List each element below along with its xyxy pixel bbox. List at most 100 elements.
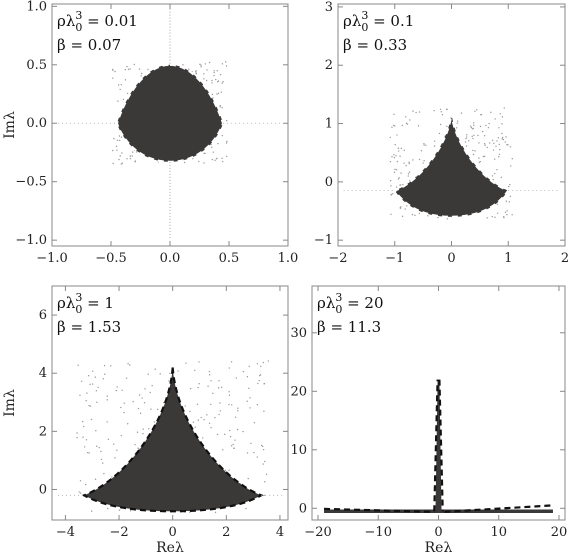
eigenvalue-point <box>496 140 498 142</box>
eigenvalue-point <box>267 360 269 362</box>
eigenvalue-point <box>498 143 500 146</box>
eigenvalue-point <box>229 429 231 432</box>
eigenvalue-point <box>134 443 136 446</box>
eigenvalue-point <box>116 449 118 451</box>
eigenvalue-point <box>95 430 97 432</box>
eigenvalue-point <box>231 404 233 406</box>
eigenvalue-point <box>96 445 98 447</box>
eigenvalue-point <box>143 402 146 404</box>
eigenvalue-point <box>497 137 500 139</box>
eigenvalue-point <box>472 149 474 152</box>
eigenvalue-point <box>398 177 400 179</box>
eigenvalue-point <box>82 436 84 438</box>
x-tick-label: 0 <box>447 251 455 266</box>
eigenvalue-point <box>118 135 121 137</box>
annotation-density: ρλ3 0 = 20 <box>317 291 384 316</box>
eigenvalue-point <box>406 123 409 125</box>
y-tick-label: 1 <box>325 117 333 132</box>
eigenvalue-point <box>264 481 266 483</box>
eigenvalue-point <box>82 425 85 428</box>
eigenvalue-point <box>466 134 468 136</box>
eigenvalue-point <box>147 428 150 430</box>
y-tick-label: −1.0 <box>15 233 47 248</box>
eigenvalue-point <box>492 149 495 151</box>
eigenvalue-point <box>412 159 414 161</box>
eigenvalue-point <box>118 509 121 511</box>
eigenvalue-point <box>216 93 218 95</box>
eigenvalue-point <box>498 127 500 129</box>
eigenvalue-point <box>82 420 84 423</box>
eigenvalue-point <box>147 68 149 71</box>
eigenvalue-point <box>168 380 170 382</box>
eigenvalue-point <box>140 75 142 77</box>
eigenvalue-point <box>494 118 496 120</box>
eigenvalue-point <box>257 382 259 385</box>
eigenvalue-point <box>473 124 475 127</box>
annotation-beta: β = 1.53 <box>57 318 121 336</box>
eigenvalue-point <box>214 159 216 162</box>
eigenvalue-point <box>138 68 141 70</box>
eigenvalue-point <box>399 155 401 157</box>
eigenvalue-point <box>390 194 393 196</box>
eigenvalue-point <box>418 212 421 215</box>
eigenvalue-point <box>483 143 486 145</box>
eigenvalue-point <box>427 215 429 217</box>
eigenvalue-point <box>505 136 507 138</box>
eigenvalue-point <box>456 122 459 124</box>
eigenvalue-point <box>217 92 220 95</box>
eigenvalue-point <box>228 403 230 406</box>
eigenvalue-point <box>78 491 80 493</box>
eigenvalue-point <box>88 452 90 454</box>
eigenvalue-point <box>84 483 87 486</box>
eigenvalue-point <box>494 172 496 175</box>
eigenvalue-point <box>125 377 128 379</box>
eigenvalue-point <box>264 460 266 463</box>
eigenvalue-point <box>465 145 468 147</box>
eigenvalue-point <box>390 213 392 216</box>
eigenvalue-point <box>89 405 92 407</box>
boundary-curve-dashed <box>393 111 510 218</box>
eigenvalue-point <box>403 162 405 164</box>
eigenvalue-point <box>498 156 500 158</box>
eigenvalue-point <box>124 79 127 81</box>
x-tick-label: −2 <box>109 525 128 540</box>
eigenvalue-point <box>77 364 79 366</box>
eigenvalue-point <box>237 410 239 412</box>
y-tick-label: 0 <box>39 482 47 497</box>
eigenvalue-point <box>212 392 214 395</box>
eigenvalue-point <box>491 139 494 141</box>
y-axis-title: Imλ <box>2 111 18 139</box>
eigenvalue-point <box>472 153 475 156</box>
eigenvalue-point <box>216 70 218 72</box>
eigenvalue-point <box>137 447 139 449</box>
eigenvalue-point <box>408 171 411 173</box>
eigenvalue-point <box>94 376 96 378</box>
eigenvalue-point <box>439 108 442 111</box>
eigenvalue-point <box>87 451 89 454</box>
eigenvalue-point <box>206 69 208 71</box>
eigenvalue-point <box>399 207 402 209</box>
eigenvalue-point <box>131 155 133 157</box>
eigenvalue-point <box>112 149 114 152</box>
eigenvalue-point <box>485 124 487 127</box>
eigenvalue-point <box>213 71 215 74</box>
eigenvalue-point <box>208 422 211 425</box>
boundary-band-dashed <box>324 504 554 513</box>
eigenvalue-point <box>210 143 212 146</box>
eigenvalue-point <box>117 100 119 102</box>
eigenvalue-point <box>474 150 476 152</box>
eigenvalue-point <box>496 203 499 205</box>
eigenvalue-point <box>486 217 488 219</box>
plot-area <box>58 360 283 514</box>
eigenvalue-point <box>106 399 108 401</box>
eigenvalue-point <box>260 444 263 447</box>
eigenvalue-point <box>496 169 498 171</box>
eigenvalue-point <box>120 83 122 86</box>
y-tick-label: −0.5 <box>15 175 47 190</box>
plot-frame <box>51 285 289 521</box>
y-tick-label: 2 <box>39 424 47 439</box>
plot-area <box>324 379 554 513</box>
y-tick-label: −1 <box>314 233 333 248</box>
eigenvalue-point <box>465 136 468 138</box>
eigenvalue-point <box>389 160 392 163</box>
